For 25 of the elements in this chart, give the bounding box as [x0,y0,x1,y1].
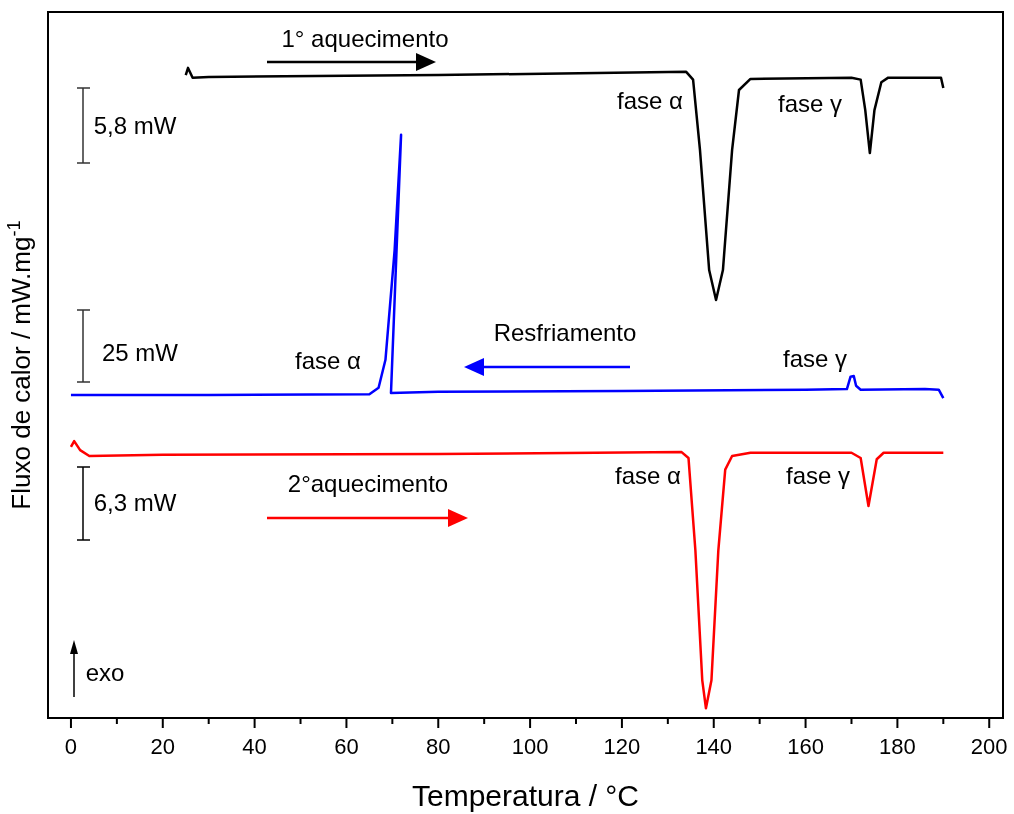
x-tick-label: 100 [511,734,549,759]
x-axis-title: Temperatura / °C [411,779,640,812]
x-tick-label: 160 [787,734,824,759]
annotation: Resfriamento [493,318,637,346]
annotation: 6,3 mW [93,488,177,516]
annotation: fase γ [777,89,843,117]
annotation: exo [85,658,125,686]
annotation: 5,8 mW [93,111,177,139]
x-tick-label: 20 [150,734,176,759]
x-tick-label: 80 [426,734,451,759]
annotation: fase γ [785,461,851,489]
x-tick-label: 140 [695,734,733,759]
annotation: fase α [295,346,362,374]
x-tick-label: 120 [603,734,641,759]
x-tick-label: 0 [64,734,78,759]
x-tick-label: 60 [334,734,359,759]
text: 1° aquecimento [281,24,449,52]
annotation: 2°aquecimento [287,469,449,497]
x-tick-label: 40 [242,734,267,759]
x-tick-label: 200 [970,734,1008,759]
annotation: fase α [615,461,682,489]
annotation: 25 mW [101,338,179,366]
annotation: fase γ [782,344,848,372]
annotation: fase α [617,86,684,114]
x-tick-label: 180 [879,734,916,759]
